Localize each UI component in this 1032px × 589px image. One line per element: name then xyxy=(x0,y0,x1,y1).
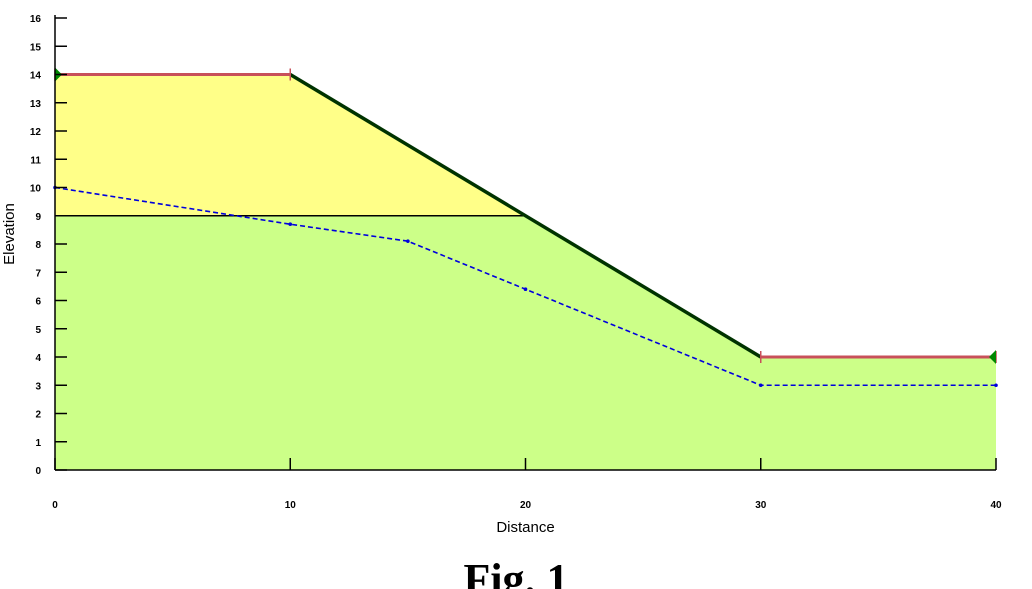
y-tick-label: 5 xyxy=(35,325,41,336)
x-tick-label: 40 xyxy=(990,500,1002,511)
y-tick-label: 13 xyxy=(30,99,42,110)
water-table-point xyxy=(758,383,763,388)
y-tick-label: 12 xyxy=(30,127,42,138)
y-tick-label: 6 xyxy=(35,297,41,308)
y-tick-label: 0 xyxy=(35,466,41,477)
y-tick-label: 15 xyxy=(30,42,42,53)
x-tick-label: 0 xyxy=(52,500,58,511)
water-table-line xyxy=(54,186,996,387)
y-tick-label: 2 xyxy=(35,410,41,421)
y-tick-label: 4 xyxy=(35,353,41,364)
water-table-point xyxy=(994,383,998,388)
slope-surface-line xyxy=(289,72,762,359)
soil-region-1 xyxy=(55,74,526,216)
water-table-point xyxy=(523,287,528,292)
y-tick-label: 3 xyxy=(35,381,41,392)
y-tick-label: 8 xyxy=(35,240,41,251)
y-tick-label: 14 xyxy=(30,71,42,82)
y-tick-label: 10 xyxy=(30,184,42,195)
x-tick-label: 30 xyxy=(755,500,767,511)
soil-regions xyxy=(55,74,996,470)
y-tick-label: 9 xyxy=(35,212,41,223)
water-table-point xyxy=(288,222,293,227)
y-tick-label: 11 xyxy=(30,155,41,166)
y-tick-label: 1 xyxy=(35,438,41,449)
y-axis-title: Elevation xyxy=(1,203,18,265)
profile-lines xyxy=(53,67,998,388)
soil-region-2 xyxy=(55,215,996,470)
x-tick-label: 20 xyxy=(520,500,532,511)
x-axis-title: Distance xyxy=(496,519,554,536)
figure-caption: Fig. 1 xyxy=(463,555,569,589)
water-table-point xyxy=(406,239,410,243)
y-tick-label: 7 xyxy=(35,268,41,279)
x-tick-label: 10 xyxy=(285,500,297,511)
y-tick-label: 16 xyxy=(30,14,42,25)
end-marker-2 xyxy=(989,350,996,364)
